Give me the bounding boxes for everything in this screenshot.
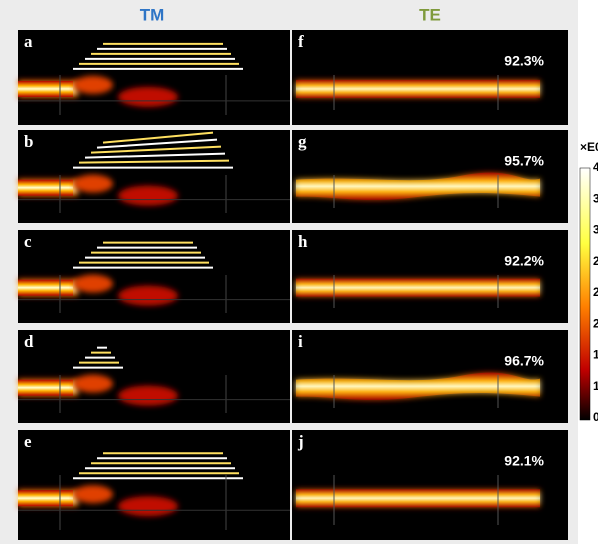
colorbar-unit: ×E0	[580, 140, 598, 154]
field-glow	[118, 87, 178, 107]
colorbar-tick-label: 3	[593, 191, 598, 205]
field-glow	[73, 275, 113, 293]
panel: 95.7% g	[292, 130, 568, 223]
panel: 92.1% j	[292, 430, 568, 540]
panel: 92.2% h	[292, 230, 568, 323]
panel: e	[18, 430, 290, 540]
panel-bg	[292, 130, 568, 223]
field-glow	[73, 485, 113, 503]
field-band-core	[296, 489, 540, 507]
panel-label: i	[298, 332, 303, 351]
colorbar-tick-label: 0	[593, 410, 598, 424]
panel-label: g	[298, 132, 307, 151]
panel-bg	[292, 430, 568, 540]
field-glow	[118, 186, 178, 206]
panel-bg	[18, 430, 290, 540]
figure: TM TE ×E0 abcde92.3%f95.7%g92.2%h96.7%i9…	[0, 0, 598, 544]
field-glow	[73, 375, 113, 393]
efficiency-label: 92.2%	[504, 253, 544, 269]
efficiency-label: 95.7%	[504, 153, 544, 169]
field-glow	[118, 496, 178, 516]
panel: a	[18, 30, 290, 125]
field-band-core	[296, 279, 540, 297]
field-glow	[73, 76, 113, 94]
column-header: TM	[140, 5, 165, 24]
panel-bg	[292, 330, 568, 423]
colorbar	[580, 168, 590, 420]
panel-bg	[292, 230, 568, 323]
colorbar-tick-label: 2	[593, 316, 598, 330]
panel-bg	[18, 230, 290, 323]
panel: 96.7% i	[292, 330, 568, 423]
panel-bg	[18, 330, 290, 423]
colorbar-tick-label: 3	[593, 223, 598, 237]
panel: 92.3% f	[292, 30, 568, 125]
colorbar-tick-label: 2	[593, 254, 598, 268]
field-band-core	[18, 490, 73, 506]
column-header: TE	[419, 5, 441, 24]
panel-label: a	[24, 32, 33, 51]
panel: b	[18, 130, 290, 223]
field-band-core	[18, 280, 73, 296]
field-glow	[73, 175, 113, 193]
field-band-core	[296, 80, 540, 98]
efficiency-label: 96.7%	[504, 353, 544, 369]
colorbar-tick-label: 1	[593, 379, 598, 393]
colorbar-tick-label: 4	[593, 160, 598, 174]
panel-bg	[292, 30, 568, 125]
efficiency-label: 92.1%	[504, 453, 544, 469]
colorbar-tick-label: 2	[593, 285, 598, 299]
panel-label: j	[297, 432, 304, 451]
panel: d	[18, 330, 290, 423]
field-band-core	[18, 180, 73, 196]
panel: c	[18, 230, 290, 323]
efficiency-label: 92.3%	[504, 53, 544, 69]
panel-label: e	[24, 432, 32, 451]
panel-label: h	[298, 232, 308, 251]
panel-label: f	[298, 32, 304, 51]
panel-label: d	[24, 332, 34, 351]
field-band-core	[18, 81, 73, 97]
colorbar-tick-label: 1	[593, 348, 598, 362]
panel-label: b	[24, 132, 33, 151]
panel-label: c	[24, 232, 32, 251]
field-glow	[118, 386, 178, 406]
field-glow	[118, 286, 178, 306]
field-band-core	[18, 380, 73, 396]
